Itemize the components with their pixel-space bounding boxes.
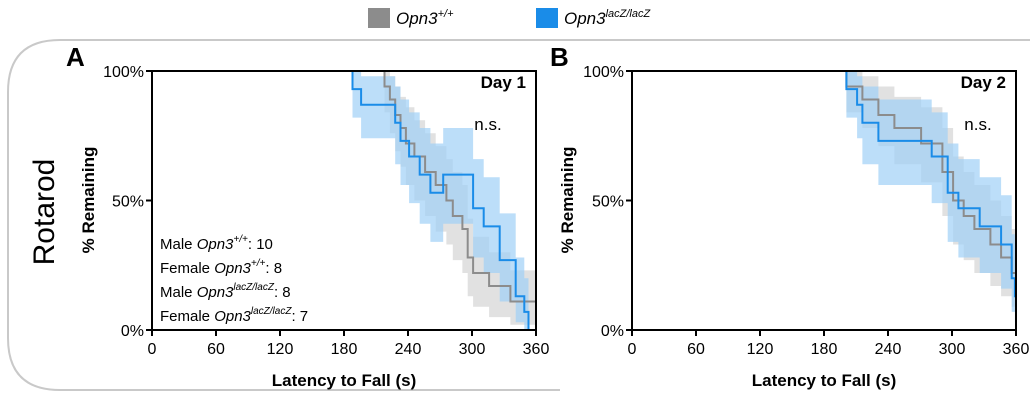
legend: Opn3+/+ Opn3lacZ/lacZ <box>368 8 651 28</box>
x-tick-label: 60 <box>207 341 225 358</box>
series-line-ko <box>152 70 536 331</box>
n-text-2: Male Opn3lacZ/lacZ: 8 <box>160 282 291 301</box>
x-tick-label: 180 <box>331 341 358 358</box>
x-tick-label: 0 <box>628 341 637 358</box>
panel-b-ylabel: % Remaining <box>558 147 577 254</box>
series-line-ko <box>632 70 1016 298</box>
y-tick-label: 0% <box>601 323 624 340</box>
x-tick-label: 360 <box>523 341 550 358</box>
x-tick-label: 0 <box>148 341 157 358</box>
legend-gene-wt: Opn3 <box>396 9 438 28</box>
n-text-3: Female Opn3lacZ/lacZ: 7 <box>160 306 308 325</box>
x-tick-label: 180 <box>811 341 838 358</box>
panel-a-sample-sizes: Male Opn3+/+: 10 Female Opn3+/+: 8 Male … <box>160 234 308 325</box>
y-tick-label: 100% <box>583 64 624 81</box>
y-tick-label: 50% <box>592 194 624 211</box>
y-tick-label: 0% <box>121 323 144 340</box>
panel-b-xlabel: Latency to Fall (s) <box>752 371 897 390</box>
x-tick-label: 120 <box>747 341 774 358</box>
y-tick-label: 100% <box>103 64 144 81</box>
panel-a-annotation: n.s. <box>474 115 501 134</box>
panel-a-title: Day 1 <box>481 73 526 92</box>
panel-b: B 0 60 120 180 240 300 360 0% 50% 100% Day 2 n.s.… <box>550 42 1029 390</box>
series-band-ko <box>632 71 1016 323</box>
x-tick-label: 300 <box>459 341 486 358</box>
n-text-0: Male Opn3+/+: 10 <box>160 234 273 253</box>
row-frame <box>7 39 1030 391</box>
n-text-1: Female Opn3+/+: 8 <box>160 258 282 277</box>
legend-label-wt: Opn3+/+ <box>396 8 454 28</box>
x-tick-label: 120 <box>267 341 294 358</box>
x-tick-label: 360 <box>1003 341 1030 358</box>
series-band-ko <box>152 71 536 330</box>
panel-letter-a: A <box>66 42 85 72</box>
panel-a-plot <box>152 70 536 331</box>
panel-a-xlabel: Latency to Fall (s) <box>272 371 417 390</box>
panel-b-annotation: n.s. <box>964 115 991 134</box>
legend-sup-ko: lacZ/lacZ <box>606 8 652 20</box>
legend-label-ko: Opn3lacZ/lacZ <box>564 8 651 28</box>
row-label: Rotarod <box>28 159 61 266</box>
legend-gene-ko: Opn3 <box>564 9 606 28</box>
panel-b-title: Day 2 <box>961 73 1006 92</box>
legend-swatch-wt <box>368 8 390 28</box>
panel-b-plot <box>632 70 1016 323</box>
legend-swatch-ko <box>536 8 558 28</box>
panel-letter-b: B <box>550 42 569 72</box>
legend-sup-wt: +/+ <box>438 8 454 20</box>
panel-a-axes: 0 60 120 180 240 300 360 0% 50% 100% <box>103 64 549 358</box>
panel-a-ylabel: % Remaining <box>79 147 98 254</box>
panel-b-axes: 0 60 120 180 240 300 360 0% 50% 100% <box>583 64 1029 358</box>
x-tick-label: 240 <box>875 341 902 358</box>
x-tick-label: 300 <box>939 341 966 358</box>
x-tick-label: 60 <box>687 341 705 358</box>
x-tick-label: 240 <box>395 341 422 358</box>
panel-a: A 0 60 120 180 240 300 360 0% 50% 100% Day 1 n.s.… <box>66 42 549 390</box>
y-tick-label: 50% <box>112 194 144 211</box>
